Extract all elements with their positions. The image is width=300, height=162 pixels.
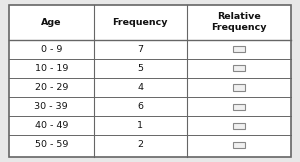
Text: 2: 2	[137, 140, 143, 149]
Text: 40 - 49: 40 - 49	[34, 121, 68, 130]
Bar	[233, 142, 244, 148]
Text: Age: Age	[41, 18, 61, 27]
Text: 6: 6	[137, 102, 143, 111]
Text: 7: 7	[137, 45, 143, 54]
Bar	[233, 123, 244, 129]
Text: 30 - 39: 30 - 39	[34, 102, 68, 111]
Bar	[233, 65, 244, 71]
Text: Frequency: Frequency	[112, 18, 168, 27]
Text: 10 - 19: 10 - 19	[34, 64, 68, 73]
Bar	[233, 46, 244, 52]
Text: 5: 5	[137, 64, 143, 73]
Text: 4: 4	[137, 83, 143, 92]
Text: 0 - 9: 0 - 9	[40, 45, 62, 54]
Text: 50 - 59: 50 - 59	[34, 140, 68, 149]
Text: Relative
Frequency: Relative Frequency	[211, 12, 267, 32]
Text: 1: 1	[137, 121, 143, 130]
Bar	[233, 84, 244, 91]
Bar	[233, 104, 244, 110]
Text: 20 - 29: 20 - 29	[34, 83, 68, 92]
